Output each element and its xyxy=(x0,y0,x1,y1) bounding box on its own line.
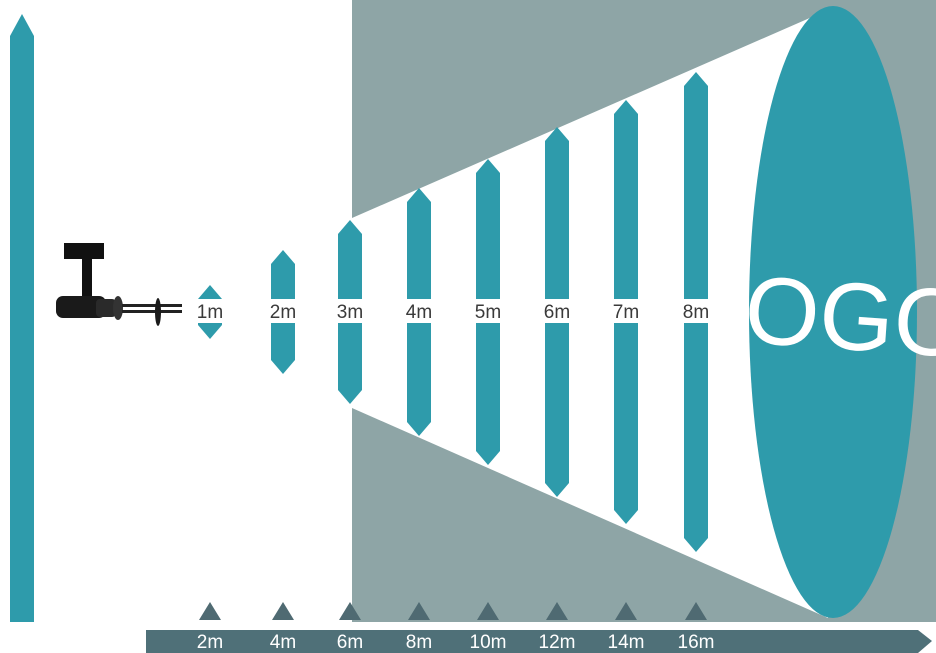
light-cone xyxy=(352,10,828,618)
label-gap xyxy=(535,299,579,323)
label-gap xyxy=(674,299,718,323)
distance-label: 3m xyxy=(337,302,363,323)
label-gap xyxy=(328,299,372,323)
axis-label: 8m xyxy=(406,632,432,653)
axis-marker xyxy=(408,602,430,620)
label-gap xyxy=(604,299,648,323)
logo-text: LOGO xyxy=(688,252,936,378)
distance-label: 2m xyxy=(270,302,296,323)
axis-label: 12m xyxy=(539,632,576,653)
axis-label: 2m xyxy=(197,632,223,653)
axis-marker xyxy=(615,602,637,620)
axis-label: 10m xyxy=(470,632,507,653)
distance-label: 7m xyxy=(613,302,639,323)
axis-label: 16m xyxy=(678,632,715,653)
axis-label: 4m xyxy=(270,632,296,653)
distance-label: 1m xyxy=(197,302,223,323)
distance-label: 6m xyxy=(544,302,570,323)
axis-label: 6m xyxy=(337,632,363,653)
axis-marker xyxy=(685,602,707,620)
gobo-projector-icon xyxy=(56,243,182,326)
axis-label: 14m xyxy=(608,632,645,653)
label-gap xyxy=(466,299,510,323)
axis-marker xyxy=(199,602,221,620)
wall-bar xyxy=(10,14,34,622)
axis-marker xyxy=(339,602,361,620)
axis-bar xyxy=(146,630,932,653)
label-gap xyxy=(397,299,441,323)
label-gap xyxy=(188,299,232,323)
axis-marker xyxy=(546,602,568,620)
distance-label: 5m xyxy=(475,302,501,323)
label-gap xyxy=(261,299,305,323)
distance-label: 4m xyxy=(406,302,432,323)
axis-marker xyxy=(272,602,294,620)
logo-ellipse xyxy=(749,6,917,618)
axis-marker xyxy=(477,602,499,620)
distance-label: 8m xyxy=(683,302,709,323)
